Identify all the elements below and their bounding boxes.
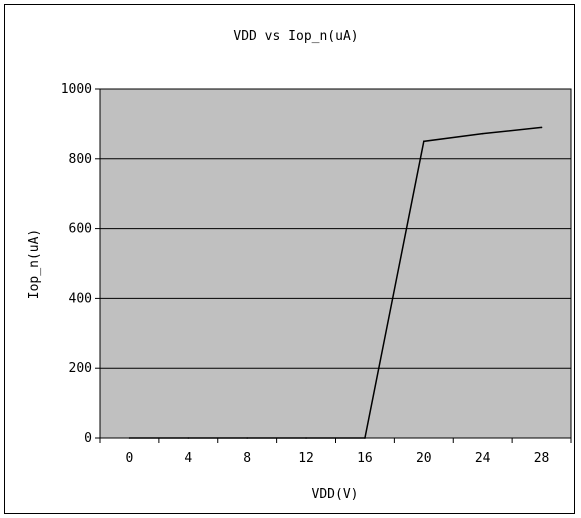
data-point [187, 437, 190, 439]
data-point [423, 140, 425, 143]
x-tick-label: 20 [416, 451, 432, 466]
x-axis-label: VDD(V) [312, 487, 359, 502]
y-tick-label: 800 [69, 152, 92, 167]
x-axis: 0 4 8 12 16 20 24 28 [99, 437, 572, 466]
data-point [364, 437, 366, 439]
data-point [128, 437, 131, 439]
x-tick-label: 8 [243, 451, 251, 466]
series-line [129, 126, 542, 439]
x-tick-label: 4 [184, 451, 192, 466]
x-tick-label: 28 [534, 451, 550, 466]
chart-title: VDD vs Iop_n(uA) [233, 29, 358, 44]
y-tick-label: 600 [69, 222, 92, 237]
gridlines [100, 158, 571, 369]
y-tick-label: 0 [84, 431, 92, 446]
data-point [305, 437, 307, 439]
y-tick-label: 1000 [61, 82, 92, 97]
y-tick-label: 400 [69, 291, 92, 306]
series-layer [128, 126, 543, 439]
data-point [246, 437, 248, 439]
y-axis: 0 200 400 600 800 1000 [61, 82, 101, 446]
x-tick-label: 24 [475, 451, 491, 466]
x-tick-label: 0 [126, 451, 134, 466]
data-point [540, 126, 543, 129]
x-tick-label: 12 [298, 451, 314, 466]
plot-area [99, 88, 572, 439]
y-axis-label: Iop_n(uA) [27, 229, 42, 299]
y-tick-label: 200 [69, 361, 92, 376]
data-point [481, 132, 484, 135]
x-tick-label: 16 [357, 451, 373, 466]
